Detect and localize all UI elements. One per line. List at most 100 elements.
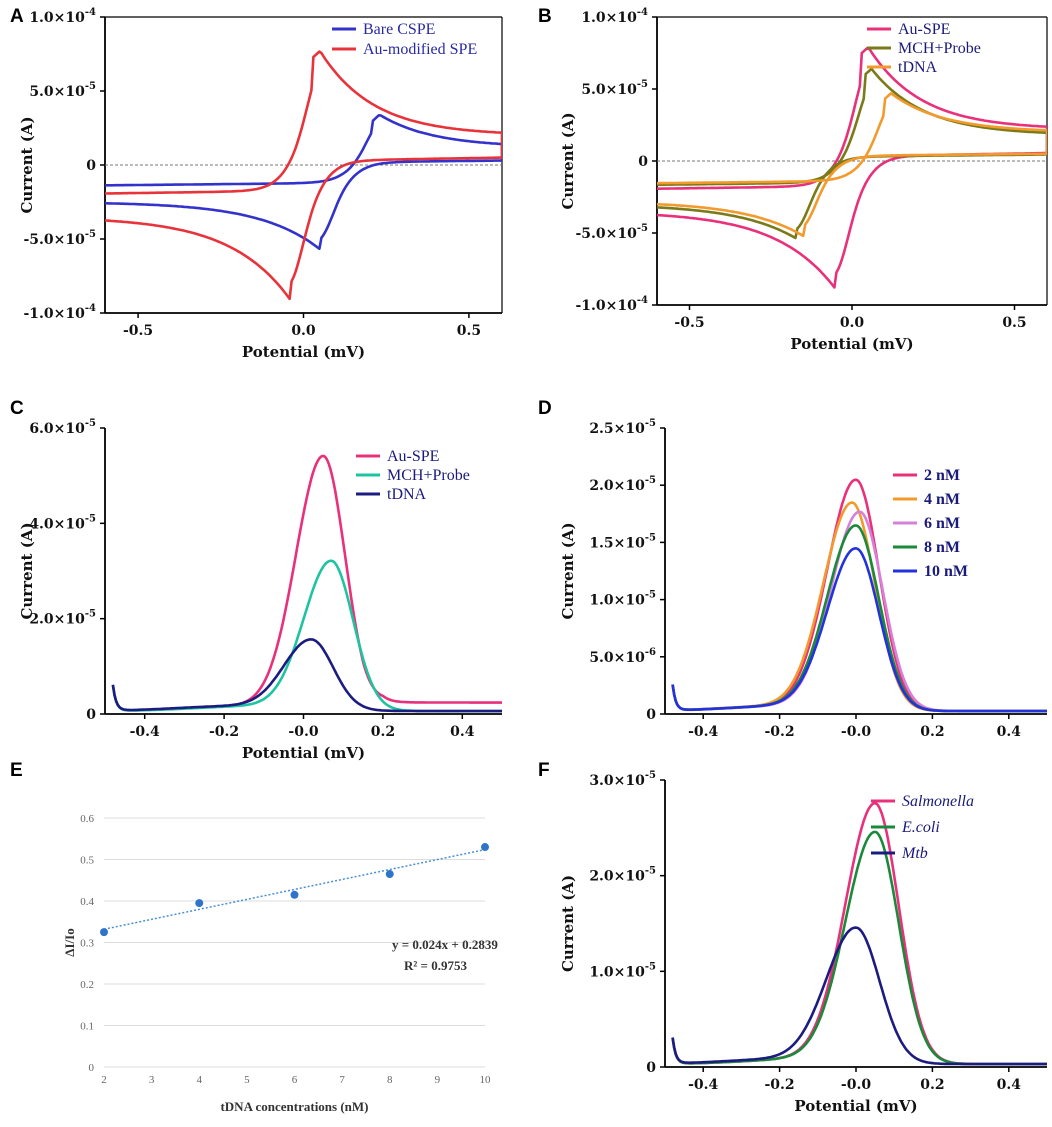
series-line-2: [671, 501, 1047, 713]
series-line-2: [105, 50, 502, 301]
y-axis-title: Current (A): [559, 875, 577, 972]
legend-label: Au-modified SPE: [363, 41, 477, 58]
x-tick-label: 6: [292, 1074, 298, 1086]
y-tick-label: 0: [86, 158, 96, 174]
y-tick-label: 0.3: [80, 938, 94, 950]
y-tick-label: 1.0×10-5: [589, 961, 656, 980]
y-tick-label: -5.0×10-5: [24, 229, 97, 248]
y-tick-label: 5.0×10-5: [581, 79, 648, 98]
legend-label: 8 nM: [924, 539, 960, 556]
x-tick-label: 0.5: [457, 323, 481, 339]
panel-label-b: B: [538, 6, 552, 27]
legend-label: 2 nM: [924, 467, 960, 484]
x-tick-label: 0.4: [997, 1077, 1022, 1093]
x-axis-title: Potential (mV): [242, 343, 365, 361]
legend-label: tDNA: [387, 486, 427, 503]
y-axis-title: Current (A): [18, 522, 36, 619]
series-line-1: [105, 114, 502, 251]
y-axis-title: ΔI/Io: [62, 928, 77, 956]
x-tick-label: 4: [197, 1074, 203, 1086]
legend-label: MCH+Probe: [387, 467, 470, 484]
x-tick-label: 8: [387, 1074, 393, 1086]
y-tick-label: 5.0×10-6: [589, 647, 656, 666]
y-tick-label: 1.0×10-4: [581, 7, 648, 26]
y-tick-label: 0.1: [80, 1021, 94, 1033]
y-tick-label: 0.5: [80, 855, 94, 867]
x-tick-label: -0.0: [288, 724, 318, 740]
legend-label: 6 nM: [924, 515, 960, 532]
y-tick-label: 1.0×10-5: [589, 590, 656, 609]
y-axis-title: Current (A): [559, 112, 577, 209]
x-tick-label: -0.4: [688, 1077, 718, 1093]
x-tick-label: 9: [435, 1074, 441, 1086]
y-tick-label: 1.0×10-4: [29, 7, 96, 26]
x-tick-label: 0.2: [920, 724, 944, 740]
x-tick-label: 5: [244, 1074, 250, 1086]
panel-label-a: A: [10, 6, 24, 27]
legend-label: tDNA: [898, 59, 938, 76]
legend-label: 10 nM: [924, 563, 968, 580]
x-tick-label: 3: [149, 1074, 155, 1086]
x-tick-label: -0.5: [123, 323, 153, 339]
data-point: [290, 890, 299, 899]
y-tick-label: 2.5×10-5: [589, 418, 656, 437]
legend-label: Salmonella: [902, 793, 974, 810]
y-tick-label: 4.0×10-5: [29, 513, 96, 532]
x-tick-label: 0.4: [997, 724, 1022, 740]
legend-label: MCH+Probe: [898, 40, 981, 57]
x-tick-label: 0.0: [291, 323, 316, 339]
legend-label: Bare CSPE: [363, 21, 435, 38]
y-tick-label: 2.0×10-5: [29, 609, 96, 628]
panel-b: B 1.0×10-4 5.0×10-5 0 -5.0×10-5 -1.0×10-4 -0.5…: [538, 6, 1048, 353]
series-line-3: [657, 92, 1047, 238]
legend-label: E.coli: [901, 819, 940, 836]
r-squared: R² = 0.9753: [404, 958, 467, 973]
y-tick-label: 3.0×10-5: [589, 770, 656, 789]
series-line-2: [671, 830, 1047, 1066]
series-line-2: [111, 559, 502, 713]
legend-label: Au-SPE: [898, 21, 950, 38]
data-point: [481, 843, 489, 852]
panel-f: F 0 1.0×10-5 2.0×10-5 3.0×10-5 -0.4 -0.2 -0.0 0.…: [538, 760, 1047, 1115]
x-tick-label: 0.2: [920, 1077, 944, 1093]
series-line-3: [671, 510, 1047, 713]
trendline: [103, 848, 486, 930]
legend-label: Mtb: [901, 845, 928, 862]
series-line-4: [671, 524, 1047, 713]
x-tick-label: 0.5: [1002, 315, 1026, 331]
panel-a: A 1.0×10-4 5.0×10-5 0 -5.0×10-5 -1.0×10-4 -0.5…: [10, 6, 503, 361]
series-line-3: [111, 638, 502, 713]
series-line-3: [671, 926, 1047, 1066]
x-tick-label: -0.2: [209, 724, 239, 740]
x-tick-label: -0.2: [765, 1077, 795, 1093]
legend-label: 4 nM: [924, 491, 960, 508]
x-axis-title: Potential (mV): [794, 1097, 917, 1115]
y-tick-label: -1.0×10-4: [24, 303, 97, 322]
trendline-equation: y = 0.024x + 0.2839: [392, 937, 498, 952]
series-line-1: [657, 46, 1047, 289]
x-tick-label: -0.5: [674, 315, 704, 331]
y-axis-title: Current (A): [559, 522, 577, 619]
data-point: [195, 899, 204, 908]
data-point: [385, 870, 394, 879]
legend-label: Au-SPE: [387, 448, 439, 465]
panel-d: D 0 5.0×10-6 1.0×10-5 1.5×10-5 2.0×10-5 2.5×10…: [538, 398, 1047, 740]
y-tick-label: 0.2: [80, 979, 94, 991]
x-tick-label: -0.4: [130, 724, 160, 740]
x-tick-label: 7: [339, 1074, 345, 1086]
y-tick-label: -5.0×10-5: [576, 223, 649, 242]
x-axis-title: tDNA concentrations (nM): [220, 1099, 368, 1114]
y-tick-label: 2.0×10-5: [589, 475, 656, 494]
x-tick-label: -0.0: [841, 1077, 871, 1093]
y-tick-label: 2.0×10-5: [589, 866, 656, 885]
x-tick-label: 2: [101, 1074, 107, 1086]
series-line-5: [671, 547, 1047, 713]
y-tick-label: 0: [646, 1060, 656, 1076]
y-tick-label: 0.4: [80, 896, 94, 908]
x-axis-title: Potential (mV): [790, 335, 913, 353]
y-tick-label: 0: [89, 1062, 95, 1074]
x-tick-label: 0.2: [371, 724, 395, 740]
panel-e: E 0 0.1 0.2 0.3 0.4 0.5 0.6 2 3 4 5 6 7 8 9 10 tDNA conce…: [10, 760, 498, 1114]
y-tick-label: 5.0×10-5: [29, 81, 96, 100]
